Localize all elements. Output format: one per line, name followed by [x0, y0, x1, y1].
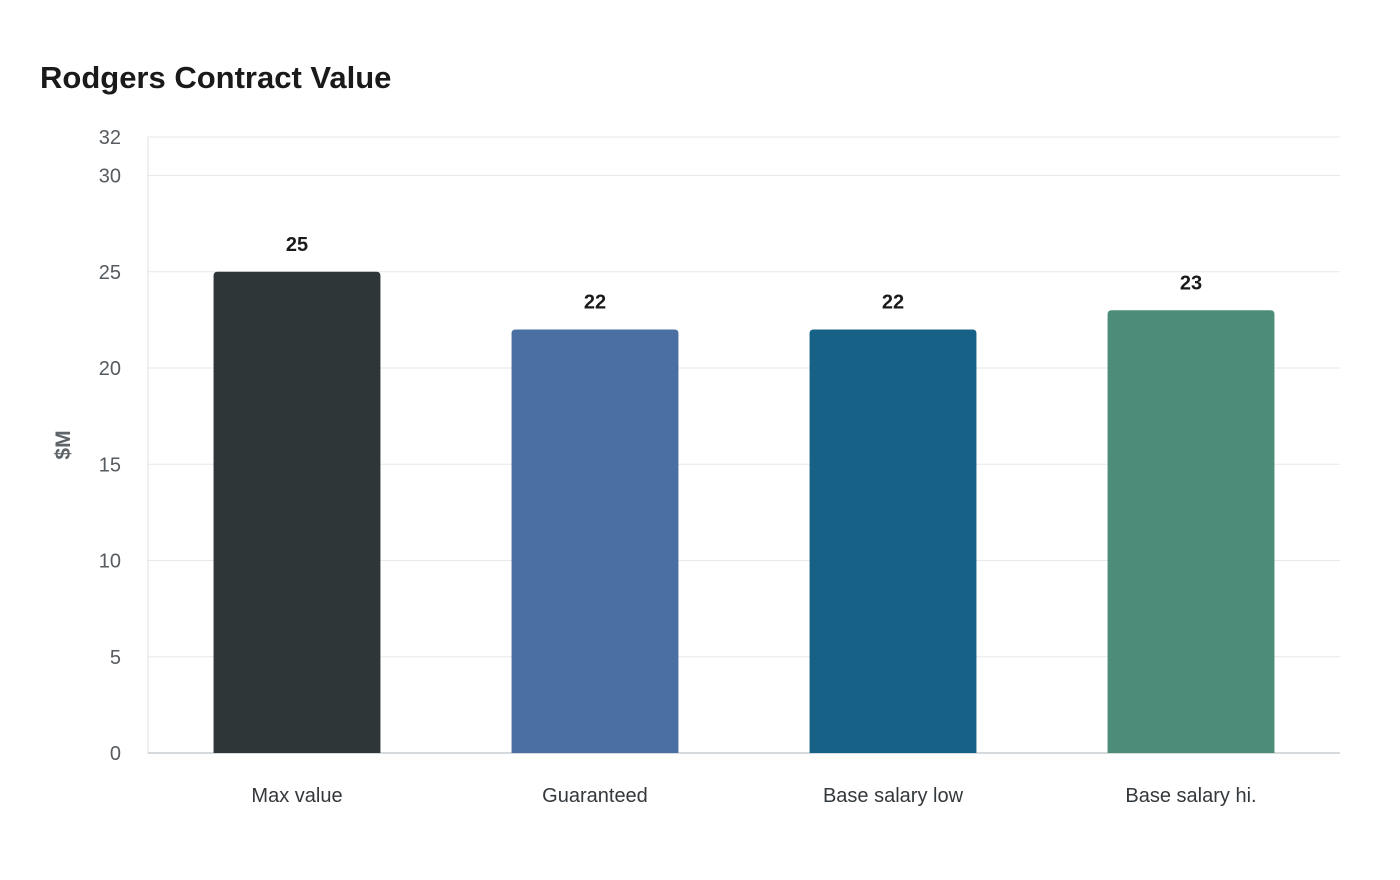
bar-guaranteed[interactable]: [511, 329, 679, 754]
bar-value-label: 25: [286, 234, 308, 256]
bar-base-salary-low[interactable]: [809, 329, 977, 754]
labels: 0 5 10 15 20 25 30 32 25 Max value 22 Guaranteed 22 B…: [52, 127, 1257, 807]
y-tick-label: 32: [99, 127, 121, 149]
y-tick-label: 30: [99, 166, 121, 188]
bars: [213, 271, 1275, 754]
bar-base-salary-hi[interactable]: [1107, 310, 1275, 753]
y-tick-label: 0: [110, 743, 121, 765]
x-tick-label: Base salary low: [823, 785, 964, 807]
x-tick-label: Base salary hi.: [1125, 785, 1256, 807]
y-tick-label: 10: [99, 551, 121, 573]
y-tick-label: 15: [99, 454, 121, 476]
y-tick-label: 25: [99, 262, 121, 284]
x-tick-label: Max value: [251, 785, 342, 807]
y-tick-label: 5: [110, 647, 121, 669]
bar-value-label: 23: [1180, 272, 1202, 294]
x-tick-label: Guaranteed: [542, 785, 648, 807]
bar-max-value[interactable]: [213, 271, 381, 753]
bar-value-label: 22: [882, 292, 904, 314]
bar-value-label: 22: [584, 292, 606, 314]
y-axis-title: $M: [52, 430, 75, 459]
y-tick-label: 20: [99, 358, 121, 380]
chart-title: Rodgers Contract Value: [40, 60, 392, 95]
